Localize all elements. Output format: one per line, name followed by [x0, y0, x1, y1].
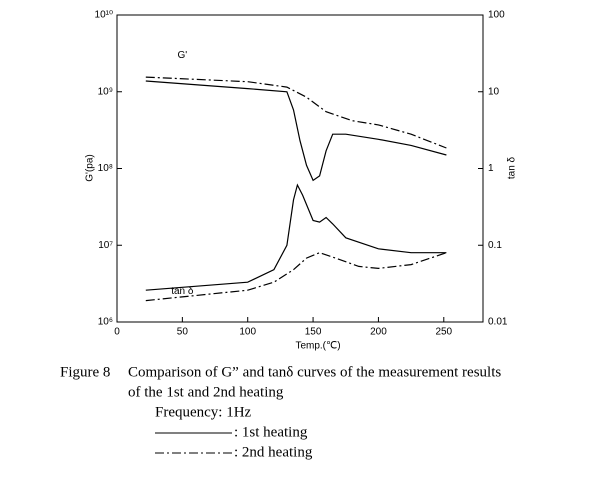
- x-tick-label: 200: [370, 327, 387, 338]
- plot-frame: [116, 14, 484, 323]
- legend-label: : 1st heating: [234, 424, 308, 440]
- caption-frequency: Frequency: 1Hz: [155, 404, 252, 420]
- x-tick-label: 0: [114, 327, 120, 338]
- y-tick-label: 10⁹: [98, 86, 113, 97]
- x-tick-label: 150: [305, 327, 322, 338]
- y2-tick-label: 1: [488, 163, 494, 174]
- y-tick-label: 10¹⁰: [95, 10, 113, 21]
- y2-tick-label: 10: [488, 86, 500, 97]
- y2-axis-label: tan δ: [507, 156, 518, 179]
- y2-tick-label: 0.01: [488, 317, 508, 328]
- data-line: [145, 76, 447, 149]
- x-tick-label: 100: [239, 327, 256, 338]
- data-line: [145, 252, 447, 302]
- data-line: [145, 183, 447, 291]
- annotation: G': [178, 50, 188, 61]
- x-tick-label: 50: [177, 327, 189, 338]
- caption-line: Comparison of G” and tanδ curves of the …: [128, 364, 501, 380]
- x-tick-label: 250: [435, 327, 452, 338]
- caption-label: Figure 8: [60, 364, 110, 380]
- y2-tick-label: 0.1: [488, 240, 502, 251]
- data-line: [145, 80, 447, 182]
- y-tick-label: 10⁷: [98, 240, 113, 251]
- y2-tick-label: 100: [488, 10, 505, 21]
- y-axis-label: G'(pa): [85, 154, 96, 181]
- annotation: tan δ: [171, 286, 194, 297]
- x-axis-label: Temp.(℃): [295, 341, 340, 352]
- y-tick-label: 10⁶: [98, 317, 113, 328]
- legend-label: : 2nd heating: [234, 444, 313, 460]
- caption-line: of the 1st and 2nd heating: [128, 384, 284, 400]
- y-tick-label: 10⁸: [98, 163, 113, 174]
